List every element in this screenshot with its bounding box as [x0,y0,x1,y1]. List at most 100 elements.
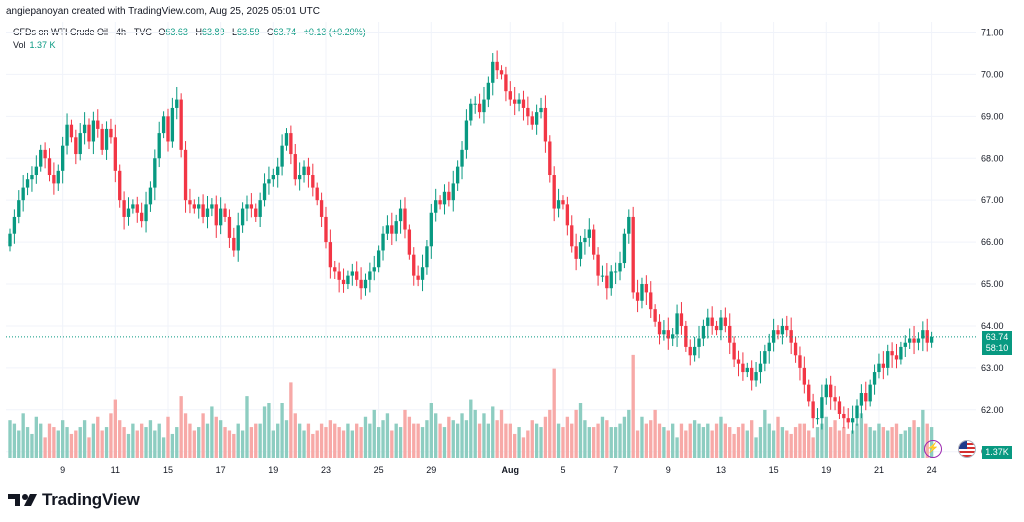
candle-body [236,225,240,251]
volume-bar [12,423,17,458]
candle-body [403,208,407,230]
candle-body [684,325,688,347]
attribution-text: angiepanoyan created with TradingView.co… [6,6,320,17]
candle-body [675,313,679,335]
volume-bar [903,430,907,458]
volume-bar [592,427,596,458]
candle-body [912,338,916,343]
volume-bar [96,416,100,458]
candle-body [249,204,254,209]
candle-body [464,120,469,150]
candle-body [929,336,934,343]
candle-body [697,338,701,347]
volume-bar [899,433,903,458]
candle-body [381,233,385,251]
candle-body [556,200,561,209]
volume-bar [688,423,692,458]
volume-bar [368,423,372,458]
volume-bar [232,433,236,458]
candle-body [91,120,96,142]
y-tick-label: 66.00 [981,237,1004,247]
candle-body [785,325,789,331]
candle-body [69,124,74,138]
volume-bar [635,430,640,458]
volume-bar [763,409,767,458]
x-tick-label: Aug [502,465,520,475]
volume-bar [776,416,780,458]
volume-bar [227,430,232,458]
candle-body [491,61,495,83]
candle-body [644,284,649,293]
volume-bar [359,427,363,458]
candle-body [390,225,394,234]
candle-body [609,271,613,289]
candle-body [438,200,442,205]
volume-bar [728,427,732,458]
volume-bar [8,420,12,458]
flash-icon[interactable]: ⚡ [924,440,942,458]
candle-body [732,342,736,360]
volume-bar [398,427,403,458]
volume-bar [390,430,394,458]
volume-bar [434,413,438,458]
candle-body [144,204,148,222]
candle-body [723,317,728,326]
volume-bar [750,420,754,458]
volume-bar [170,433,175,458]
candle-body [763,351,767,364]
volume-bar [254,423,258,458]
candle-body [771,330,776,343]
volume-bar [622,416,627,458]
volume-bar [701,427,706,458]
candle-body [368,271,372,280]
volume-bar [732,433,736,458]
volume-bar [504,423,508,458]
candle-body [297,175,302,180]
candle-body [894,355,899,360]
candle-body [420,267,425,280]
candle-body [666,330,670,339]
candle-body [21,187,25,201]
volume-bar [771,430,776,458]
candle-body [499,70,504,75]
volume-bar [438,423,442,458]
candle-body [232,237,236,251]
candle-body [201,204,205,217]
volume-bar [135,430,139,458]
volume-bar [684,430,688,458]
candle-body [679,313,684,326]
candle-body [175,99,179,108]
volume-bar [789,433,793,458]
candle-body [842,413,846,419]
x-tick-label: 17 [216,465,226,475]
candle-body [376,250,381,268]
x-tick-label: 9 [60,465,65,475]
volume-bar [692,420,697,458]
candle-body [657,321,662,335]
volume-bar [451,420,455,458]
volume-bar [306,423,311,458]
candle-body [916,338,921,343]
us-flag-icon[interactable] [958,440,976,458]
candle-body [908,338,912,343]
volume-bar [376,427,381,458]
tradingview-branding[interactable]: TradingView [8,490,140,510]
volume-label[interactable]: Vol [13,40,26,50]
volume-bar [21,413,25,458]
candle-body [872,372,877,385]
volume-bar [297,423,302,458]
candle-body [521,99,526,108]
candle-body [188,200,192,205]
volume-bar [161,437,166,458]
candle-body [605,275,609,289]
volume-bar [218,420,223,458]
volume-bar [864,423,868,458]
volume-bar [175,427,179,458]
y-tick-label: 68.00 [981,153,1004,163]
candle-body [455,166,460,184]
candle-body [530,116,534,125]
candle-body [750,367,754,381]
candle-body [425,246,429,268]
candle-body [25,179,30,188]
